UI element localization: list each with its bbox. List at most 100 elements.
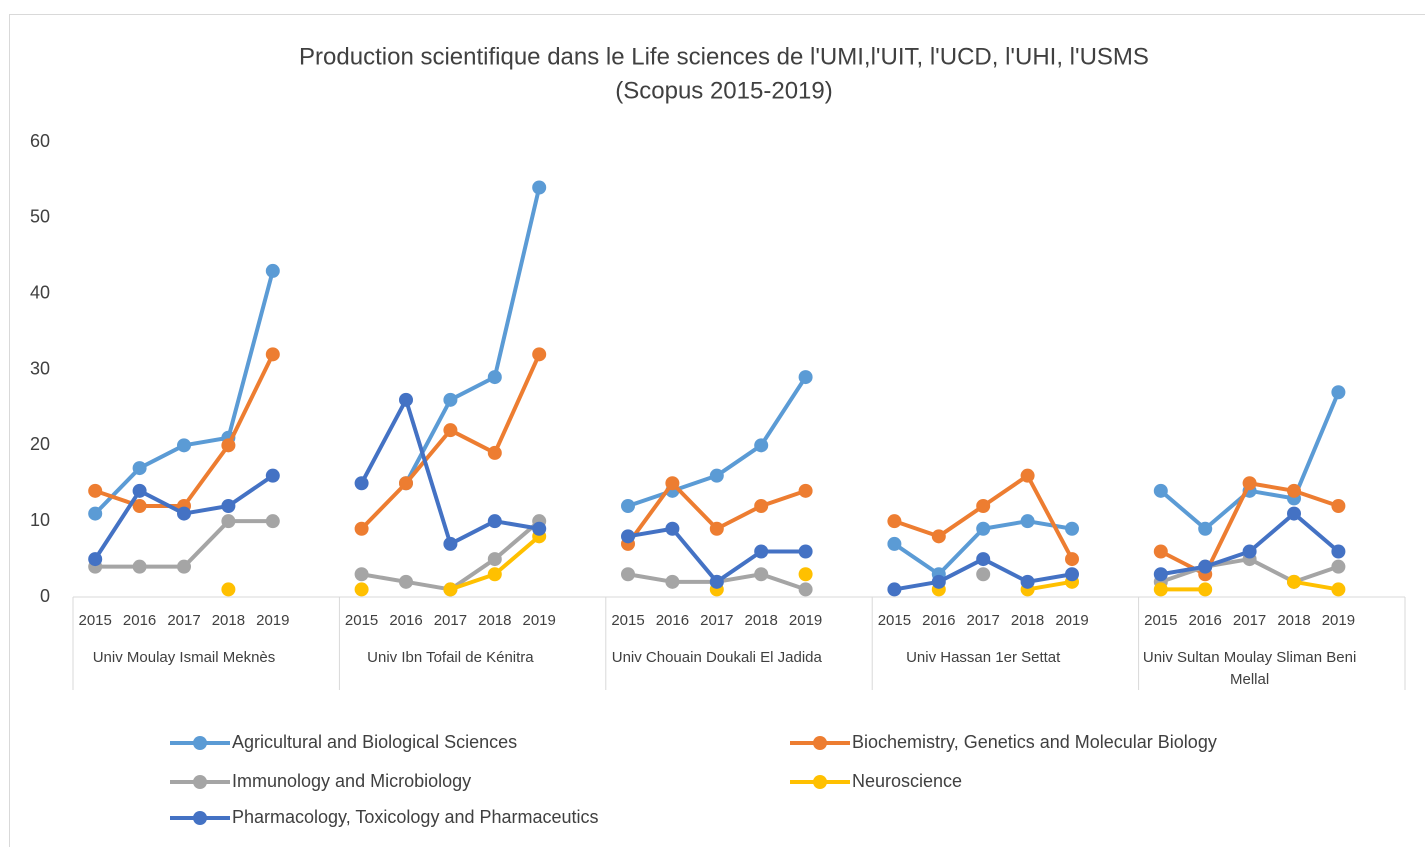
point xyxy=(487,567,502,582)
point xyxy=(132,559,147,574)
point xyxy=(798,370,813,385)
point xyxy=(887,536,902,551)
point xyxy=(1287,574,1301,589)
point xyxy=(887,582,902,597)
x-tick-label: 2016 xyxy=(389,612,422,629)
point xyxy=(1020,514,1035,529)
point xyxy=(754,438,769,453)
point xyxy=(132,499,147,513)
legend-marker xyxy=(813,775,827,789)
chart-title: Production scientifique dans le Life sci… xyxy=(299,43,1149,70)
point xyxy=(354,567,369,582)
point xyxy=(354,582,369,597)
point xyxy=(887,514,902,529)
point xyxy=(1153,483,1168,498)
point xyxy=(798,567,813,582)
x-tick-label: 2015 xyxy=(611,612,644,629)
point xyxy=(665,476,680,491)
point xyxy=(221,438,236,453)
x-tick-label: 2019 xyxy=(256,612,289,629)
x-tick-label: 2016 xyxy=(922,612,955,629)
point xyxy=(265,263,280,278)
point xyxy=(487,514,502,529)
point xyxy=(798,544,813,559)
legend-label: Agricultural and Biological Sciences xyxy=(232,732,517,752)
point xyxy=(221,582,236,597)
point xyxy=(621,529,635,544)
legend-marker xyxy=(193,811,207,825)
point xyxy=(798,483,813,498)
x-tick-label: 2018 xyxy=(745,612,778,629)
point xyxy=(1198,521,1213,536)
y-tick-label: 20 xyxy=(30,434,50,454)
point xyxy=(754,544,769,559)
y-tick-label: 40 xyxy=(30,282,50,302)
legend-label: Immunology and Microbiology xyxy=(232,771,471,791)
point xyxy=(709,521,724,536)
point xyxy=(88,552,103,567)
x-tick-label: 2017 xyxy=(967,612,1000,629)
point xyxy=(443,392,458,407)
point xyxy=(487,552,502,567)
chart-title: (Scopus 2015-2019) xyxy=(615,77,832,104)
point xyxy=(1065,521,1079,536)
point xyxy=(487,370,502,385)
point xyxy=(532,180,547,195)
point xyxy=(665,574,680,589)
group-label: Univ Ibn Tofail de Kénitra xyxy=(367,649,534,666)
y-tick-label: 60 xyxy=(30,131,50,151)
point xyxy=(132,461,147,476)
point xyxy=(1287,506,1301,521)
point xyxy=(1020,574,1035,589)
point xyxy=(177,438,191,453)
point xyxy=(709,468,724,483)
x-tick-label: 2018 xyxy=(1011,612,1044,629)
point xyxy=(931,574,946,589)
legend-label: Neuroscience xyxy=(852,771,962,791)
point xyxy=(132,483,147,498)
x-tick-label: 2019 xyxy=(523,612,556,629)
x-tick-label: 2018 xyxy=(1277,612,1310,629)
legend-marker xyxy=(813,736,827,750)
point xyxy=(1065,567,1079,582)
point xyxy=(1020,468,1035,483)
point xyxy=(399,574,413,589)
point xyxy=(221,499,236,513)
group-label: Univ Moulay Ismail Meknès xyxy=(92,649,276,666)
x-tick-label: 2017 xyxy=(1233,612,1266,629)
point xyxy=(621,567,635,582)
y-tick-label: 10 xyxy=(30,510,50,530)
x-tick-label: 2016 xyxy=(656,612,689,629)
point xyxy=(1065,552,1079,567)
point xyxy=(1242,544,1257,559)
point xyxy=(621,499,635,513)
y-tick-label: 0 xyxy=(40,586,50,606)
x-tick-label: 2015 xyxy=(79,612,112,629)
point xyxy=(487,445,502,460)
group-label: Univ Sultan Moulay Sliman Beni Mellal xyxy=(1142,649,1357,688)
point xyxy=(709,574,724,589)
point xyxy=(532,347,547,362)
point xyxy=(265,468,280,483)
point xyxy=(532,521,547,536)
x-tick-label: 2019 xyxy=(1055,612,1088,629)
point xyxy=(1331,559,1346,574)
legend-marker xyxy=(193,736,207,750)
x-tick-label: 2018 xyxy=(478,612,511,629)
point xyxy=(399,392,413,407)
point xyxy=(177,506,191,521)
point xyxy=(177,559,191,574)
point xyxy=(798,582,813,597)
x-tick-label: 2019 xyxy=(1322,612,1355,629)
chart-border xyxy=(9,14,1425,847)
point xyxy=(1153,567,1168,582)
point xyxy=(88,483,103,498)
x-tick-label: 2017 xyxy=(434,612,467,629)
point xyxy=(1287,483,1301,498)
x-tick-label: 2017 xyxy=(700,612,733,629)
y-tick-label: 30 xyxy=(30,358,50,378)
point xyxy=(1198,559,1213,574)
point xyxy=(443,423,458,438)
x-tick-label: 2015 xyxy=(1144,612,1177,629)
